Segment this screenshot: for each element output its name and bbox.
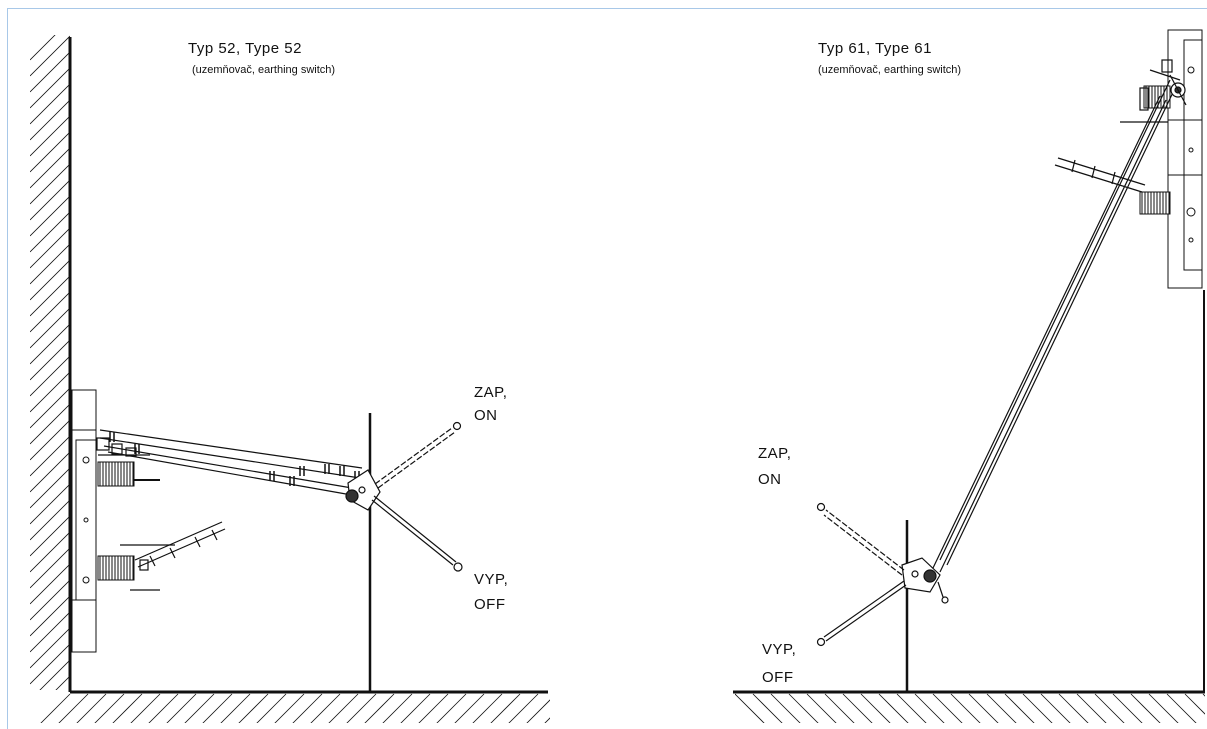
right-cabinet <box>1167 29 1203 289</box>
right-off-label-1: VYP, <box>762 641 796 658</box>
left-on-label-2: ON <box>474 407 498 424</box>
left-cabinet <box>71 389 97 653</box>
right-drawing <box>733 29 1205 723</box>
left-subtitle: (uzemňovač, earthing switch) <box>192 64 335 76</box>
right-handle-off <box>816 580 907 647</box>
left-handle-off <box>371 495 463 572</box>
left-drawing <box>30 35 550 723</box>
right-title: Typ 61, Type 61 <box>818 40 932 57</box>
right-on-label-1: ZAP, <box>758 445 791 462</box>
left-handle-on <box>374 421 462 489</box>
right-on-label-2: ON <box>758 471 782 488</box>
left-title: Typ 52, Type 52 <box>188 40 302 57</box>
left-floor-hatch <box>40 693 550 723</box>
left-arm-bolts <box>109 432 360 486</box>
left-on-label-1: ZAP, <box>474 384 507 401</box>
right-main-arm <box>932 79 1178 573</box>
canvas-frame <box>7 8 1207 729</box>
right-floor-hatch <box>735 693 1205 723</box>
left-mechanism-hub <box>345 469 381 511</box>
right-subtitle: (uzemňovač, earthing switch) <box>818 64 961 76</box>
right-mounting-brackets <box>1120 59 1181 123</box>
left-off-label-1: VYP, <box>474 571 508 588</box>
right-earthing-blade <box>1054 157 1146 193</box>
left-main-arm <box>99 429 363 495</box>
right-mechanism-hub <box>901 557 949 604</box>
left-upper-insulator <box>97 461 160 487</box>
right-handle-on <box>816 502 905 576</box>
right-upper-insulator <box>1143 85 1171 109</box>
left-lower-insulator <box>97 555 135 581</box>
right-off-label-2: OFF <box>762 669 794 686</box>
left-off-label-2: OFF <box>474 596 506 613</box>
right-arm-top-joint <box>1169 74 1187 106</box>
left-earthing-blade <box>134 521 226 568</box>
left-wall-hatch <box>30 35 70 690</box>
right-lower-insulator <box>1139 191 1171 215</box>
